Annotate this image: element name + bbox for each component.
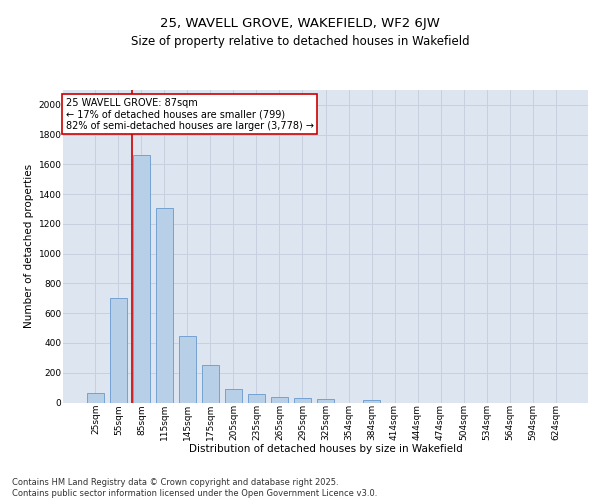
Bar (248, 394, 265, 402)
Bar (110, 298, 127, 403)
X-axis label: Distribution of detached houses by size in Wakefield: Distribution of detached houses by size … (188, 444, 463, 454)
Bar (363, 400, 380, 402)
Bar (179, 336, 196, 402)
Y-axis label: Number of detached properties: Number of detached properties (25, 164, 34, 328)
Bar (202, 364, 219, 403)
Bar (271, 398, 288, 402)
Bar (317, 399, 334, 402)
Bar (294, 398, 311, 402)
Bar (225, 389, 242, 402)
Text: Contains HM Land Registry data © Crown copyright and database right 2025.
Contai: Contains HM Land Registry data © Crown c… (12, 478, 377, 498)
Bar (156, 208, 173, 402)
Bar (133, 156, 150, 402)
Text: 25, WAVELL GROVE, WAKEFIELD, WF2 6JW: 25, WAVELL GROVE, WAKEFIELD, WF2 6JW (160, 18, 440, 30)
Bar (87, 393, 104, 402)
Text: 25 WAVELL GROVE: 87sqm
← 17% of detached houses are smaller (799)
82% of semi-de: 25 WAVELL GROVE: 87sqm ← 17% of detached… (65, 98, 314, 131)
Text: Size of property relative to detached houses in Wakefield: Size of property relative to detached ho… (131, 35, 469, 48)
